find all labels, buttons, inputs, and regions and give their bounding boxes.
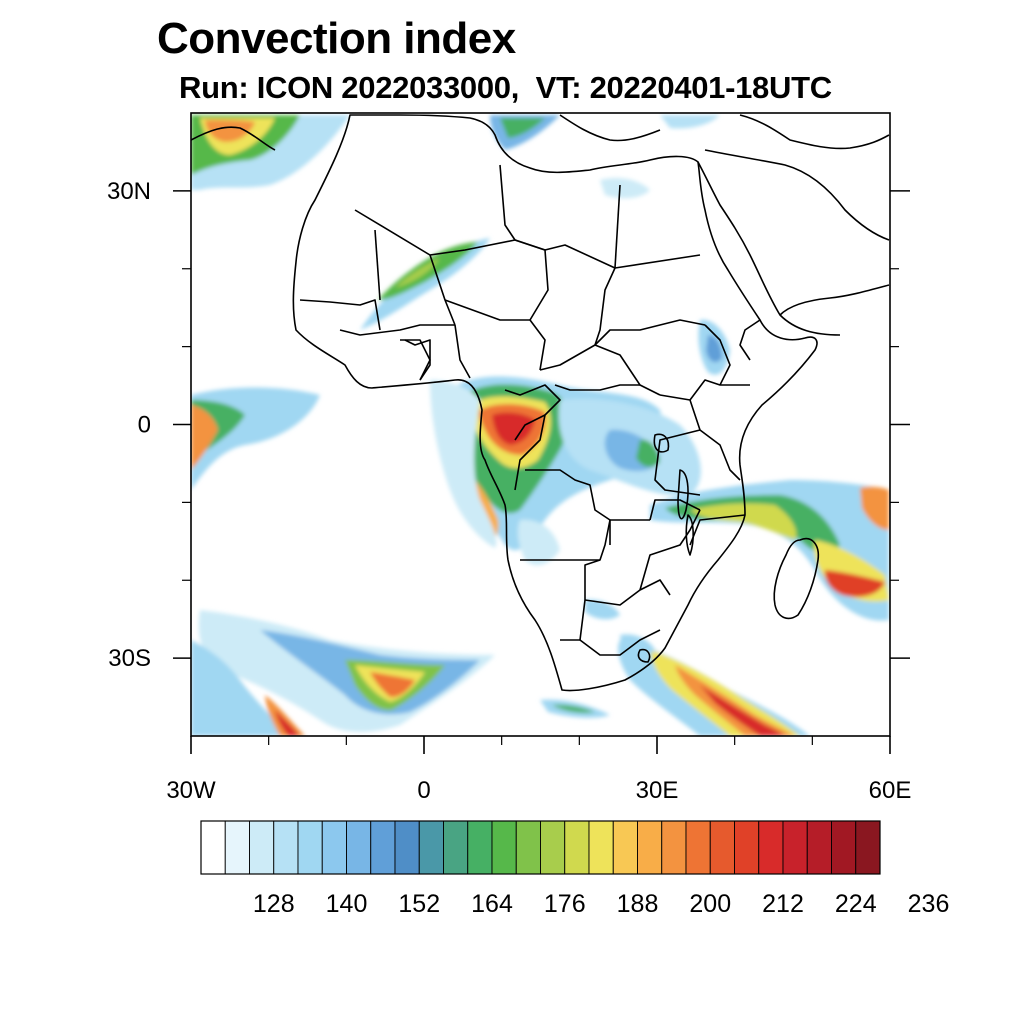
field-se-south-africa: [540, 640, 810, 736]
chart-subtitle: Run: ICON 2022033000, VT: 20220401-18UTC: [179, 70, 832, 105]
country-boundaries: [191, 114, 890, 692]
colorbar-swatch: [346, 820, 372, 875]
colorbar-swatch: [588, 820, 614, 875]
field-guinea-plume: [430, 380, 497, 548]
colorbar-swatch: [394, 820, 420, 875]
colorbar-label: 128: [253, 890, 295, 918]
field-south-atlantic: [191, 610, 496, 736]
colorbar-label: 140: [326, 890, 368, 918]
colorbar-swatch: [855, 820, 881, 875]
colorbar: 128 140 152 164 176 188 200 212 224 236: [200, 820, 950, 918]
x-tick-label: 30W: [166, 777, 216, 804]
x-tick-label: 30E: [636, 777, 679, 804]
field-west-atlantic: [191, 387, 320, 490]
field-mediterranean: [490, 115, 720, 199]
colorbar-swatch: [661, 820, 687, 875]
colorbar-label: 224: [835, 890, 877, 918]
colorbar-frame: [200, 820, 881, 875]
colorbar-swatch: [806, 820, 832, 875]
y-axis: 30N 0 30S: [107, 178, 910, 672]
x-axis: 30W 0 30E 60E: [166, 736, 912, 804]
y-tick-label: 30N: [107, 178, 151, 205]
colorbar-label: 200: [689, 890, 731, 918]
colorbar-swatch: [321, 820, 347, 875]
field-madagascar-band: [650, 480, 889, 621]
colorbar-swatch: [685, 820, 711, 875]
colorbar-swatch: [224, 820, 250, 875]
colorbar-label: 152: [398, 890, 440, 918]
colorbar-swatch: [782, 820, 808, 875]
field-southern-africa: [517, 519, 655, 657]
colorbar-swatch: [249, 820, 275, 875]
colorbar-label: 176: [544, 890, 586, 918]
colorbar-label: 188: [617, 890, 659, 918]
colorbar-swatch: [200, 820, 226, 875]
y-tick-label: 30S: [108, 645, 151, 672]
convection-field: [191, 115, 889, 736]
colorbar-swatch: [612, 820, 638, 875]
colorbar-swatch: [564, 820, 590, 875]
colorbar-swatch: [370, 820, 396, 875]
field-sahara-streak: [360, 238, 490, 330]
colorbar-swatch: [418, 820, 444, 875]
colorbar-swatch: [637, 820, 663, 875]
colorbar-swatch: [273, 820, 299, 875]
colorbar-swatch: [443, 820, 469, 875]
x-tick-label: 0: [417, 777, 430, 804]
chart-title: Convection index: [157, 14, 516, 63]
colorbar-swatch: [758, 820, 784, 875]
colorbar-swatch: [831, 820, 857, 875]
colorbar-swatch: [709, 820, 735, 875]
x-tick-label: 60E: [869, 777, 912, 804]
field-east-africa: [558, 319, 730, 496]
y-tick-label: 0: [138, 412, 151, 439]
colorbar-swatch: [467, 820, 493, 875]
colorbar-swatch: [297, 820, 323, 875]
colorbar-label: 212: [762, 890, 804, 918]
colorbar-swatch: [540, 820, 566, 875]
colorbar-swatch: [491, 820, 517, 875]
colorbar-label: 164: [471, 890, 513, 918]
field-north-atlantic: [191, 115, 350, 190]
colorbar-swatch: [515, 820, 541, 875]
colorbar-label: 236: [908, 890, 950, 918]
colorbar-swatch: [734, 820, 760, 875]
